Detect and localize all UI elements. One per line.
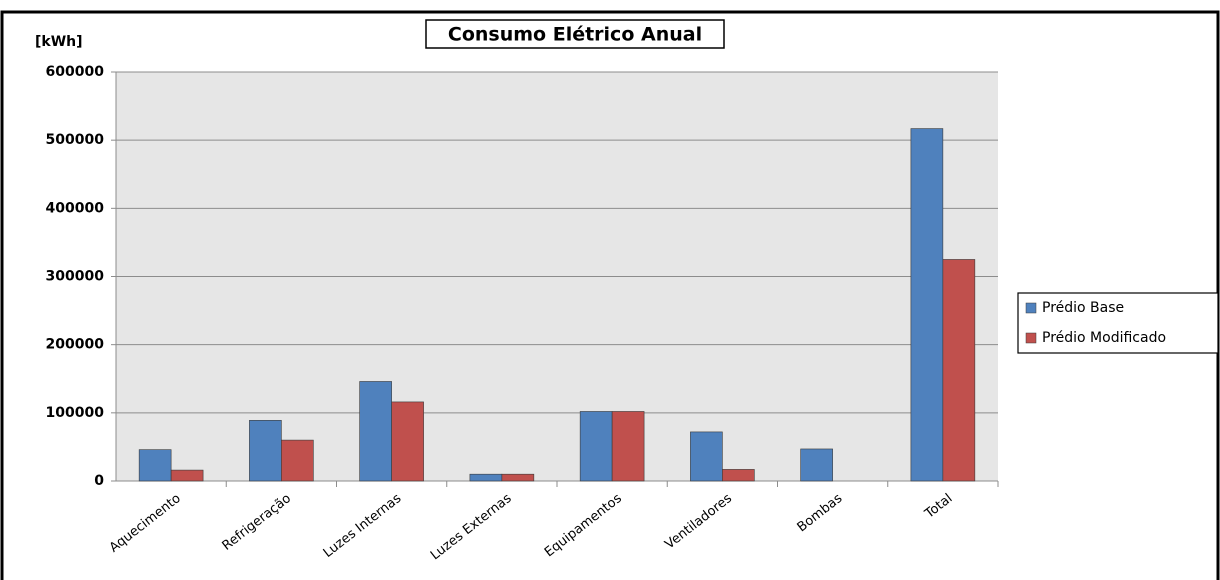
bar	[579, 411, 613, 482]
x-tick-label: Total	[922, 491, 956, 522]
y-tick-label: 400000	[46, 200, 105, 216]
title-box	[425, 19, 725, 49]
y-tick-label: 300000	[46, 269, 105, 285]
bar	[501, 473, 535, 482]
y-tick-label: 500000	[46, 132, 105, 148]
bar	[391, 401, 424, 482]
legend-label: Prédio Base	[1042, 300, 1124, 316]
bar	[138, 449, 172, 482]
bar	[910, 128, 944, 482]
y-tick-label: 0	[94, 473, 104, 489]
x-tick-label: Luzes Externas	[428, 491, 515, 563]
x-tick-label: Bombas	[795, 491, 846, 535]
x-tick-label: Refrigeração	[220, 491, 294, 554]
bar	[611, 411, 645, 482]
legend-box	[1017, 292, 1219, 354]
bar	[942, 259, 976, 482]
bar	[170, 469, 204, 482]
bar	[281, 439, 314, 482]
bar	[249, 420, 282, 482]
bar	[722, 469, 755, 482]
chart-title: Consumo Elétrico Anual	[448, 24, 702, 46]
bar	[690, 431, 723, 482]
y-axis-label: [kWh]	[35, 34, 83, 50]
x-tick-label: Equipamentos	[542, 491, 625, 560]
bar	[359, 381, 392, 482]
legend-swatch	[1025, 302, 1037, 314]
y-tick-label: 600000	[46, 64, 105, 80]
y-tick-label: 100000	[46, 405, 105, 421]
bar	[469, 473, 503, 482]
legend-label: Prédio Modificado	[1042, 330, 1166, 346]
legend-swatch	[1025, 332, 1037, 344]
y-tick-label: 200000	[46, 337, 105, 353]
x-tick-label: Luzes Internas	[321, 491, 405, 561]
x-tick-label: Ventiladores	[662, 491, 735, 552]
x-tick-label: Aquecimento	[107, 491, 184, 556]
bar	[800, 448, 833, 482]
